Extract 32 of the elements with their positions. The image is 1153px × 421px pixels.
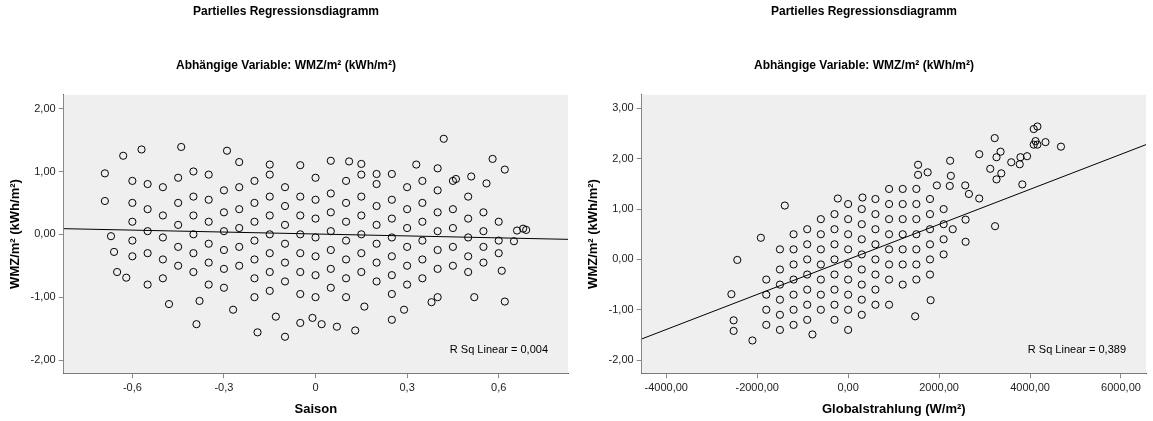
chart-subtitle: Abhängige Variable: WMZ/m² (kWh/m²) (753, 57, 975, 72)
x-tick-label: 4000,00 (1010, 380, 1050, 393)
y-tick-label: -1,00 (608, 302, 634, 315)
chart-title: Partielles Regressionsdiagramm (192, 3, 380, 18)
y-tick-label: 0,00 (34, 227, 56, 240)
x-tick-label: -4000,00 (644, 380, 688, 393)
x-tick-label: 0,6 (491, 380, 507, 393)
y-tick-label: 0,00 (612, 252, 634, 265)
x-tick-label: 2000,00 (919, 380, 959, 393)
x-tick-label: -0,6 (122, 380, 142, 393)
x-tick-label: 0,3 (399, 380, 415, 393)
x-tick-label: 6000,00 (1101, 380, 1141, 393)
annotation: R Sq Linear = 0,389 (1027, 342, 1126, 355)
x-tick-label: 0 (312, 380, 319, 393)
x-tick-label: -0,3 (214, 380, 234, 393)
y-axis-title: WMZ/m² (kWh/m²) (585, 179, 601, 289)
chart-title: Partielles Regressionsdiagramm (770, 3, 958, 18)
y-tick-label: -2,00 (30, 353, 56, 366)
y-tick-label: 1,00 (34, 164, 56, 177)
y-tick-label: 2,00 (34, 101, 56, 114)
y-tick-label: 2,00 (612, 151, 634, 164)
y-axis-title: WMZ/m² (kWh/m²) (7, 179, 23, 289)
x-tick-label: 0,00 (837, 380, 859, 393)
y-tick-label: 3,00 (612, 101, 634, 114)
annotation: R Sq Linear = 0,004 (449, 342, 548, 355)
y-tick-label: -1,00 (30, 290, 56, 303)
y-tick-label: -2,00 (608, 353, 634, 366)
y-tick-label: 1,00 (612, 202, 634, 215)
x-tick-label: -2000,00 (735, 380, 779, 393)
x-axis-title: Globalstrahlung (W/m²) (821, 400, 966, 416)
x-axis-title: Saison (294, 400, 338, 416)
chart-subtitle: Abhängige Variable: WMZ/m² (kWh/m²) (175, 57, 397, 72)
